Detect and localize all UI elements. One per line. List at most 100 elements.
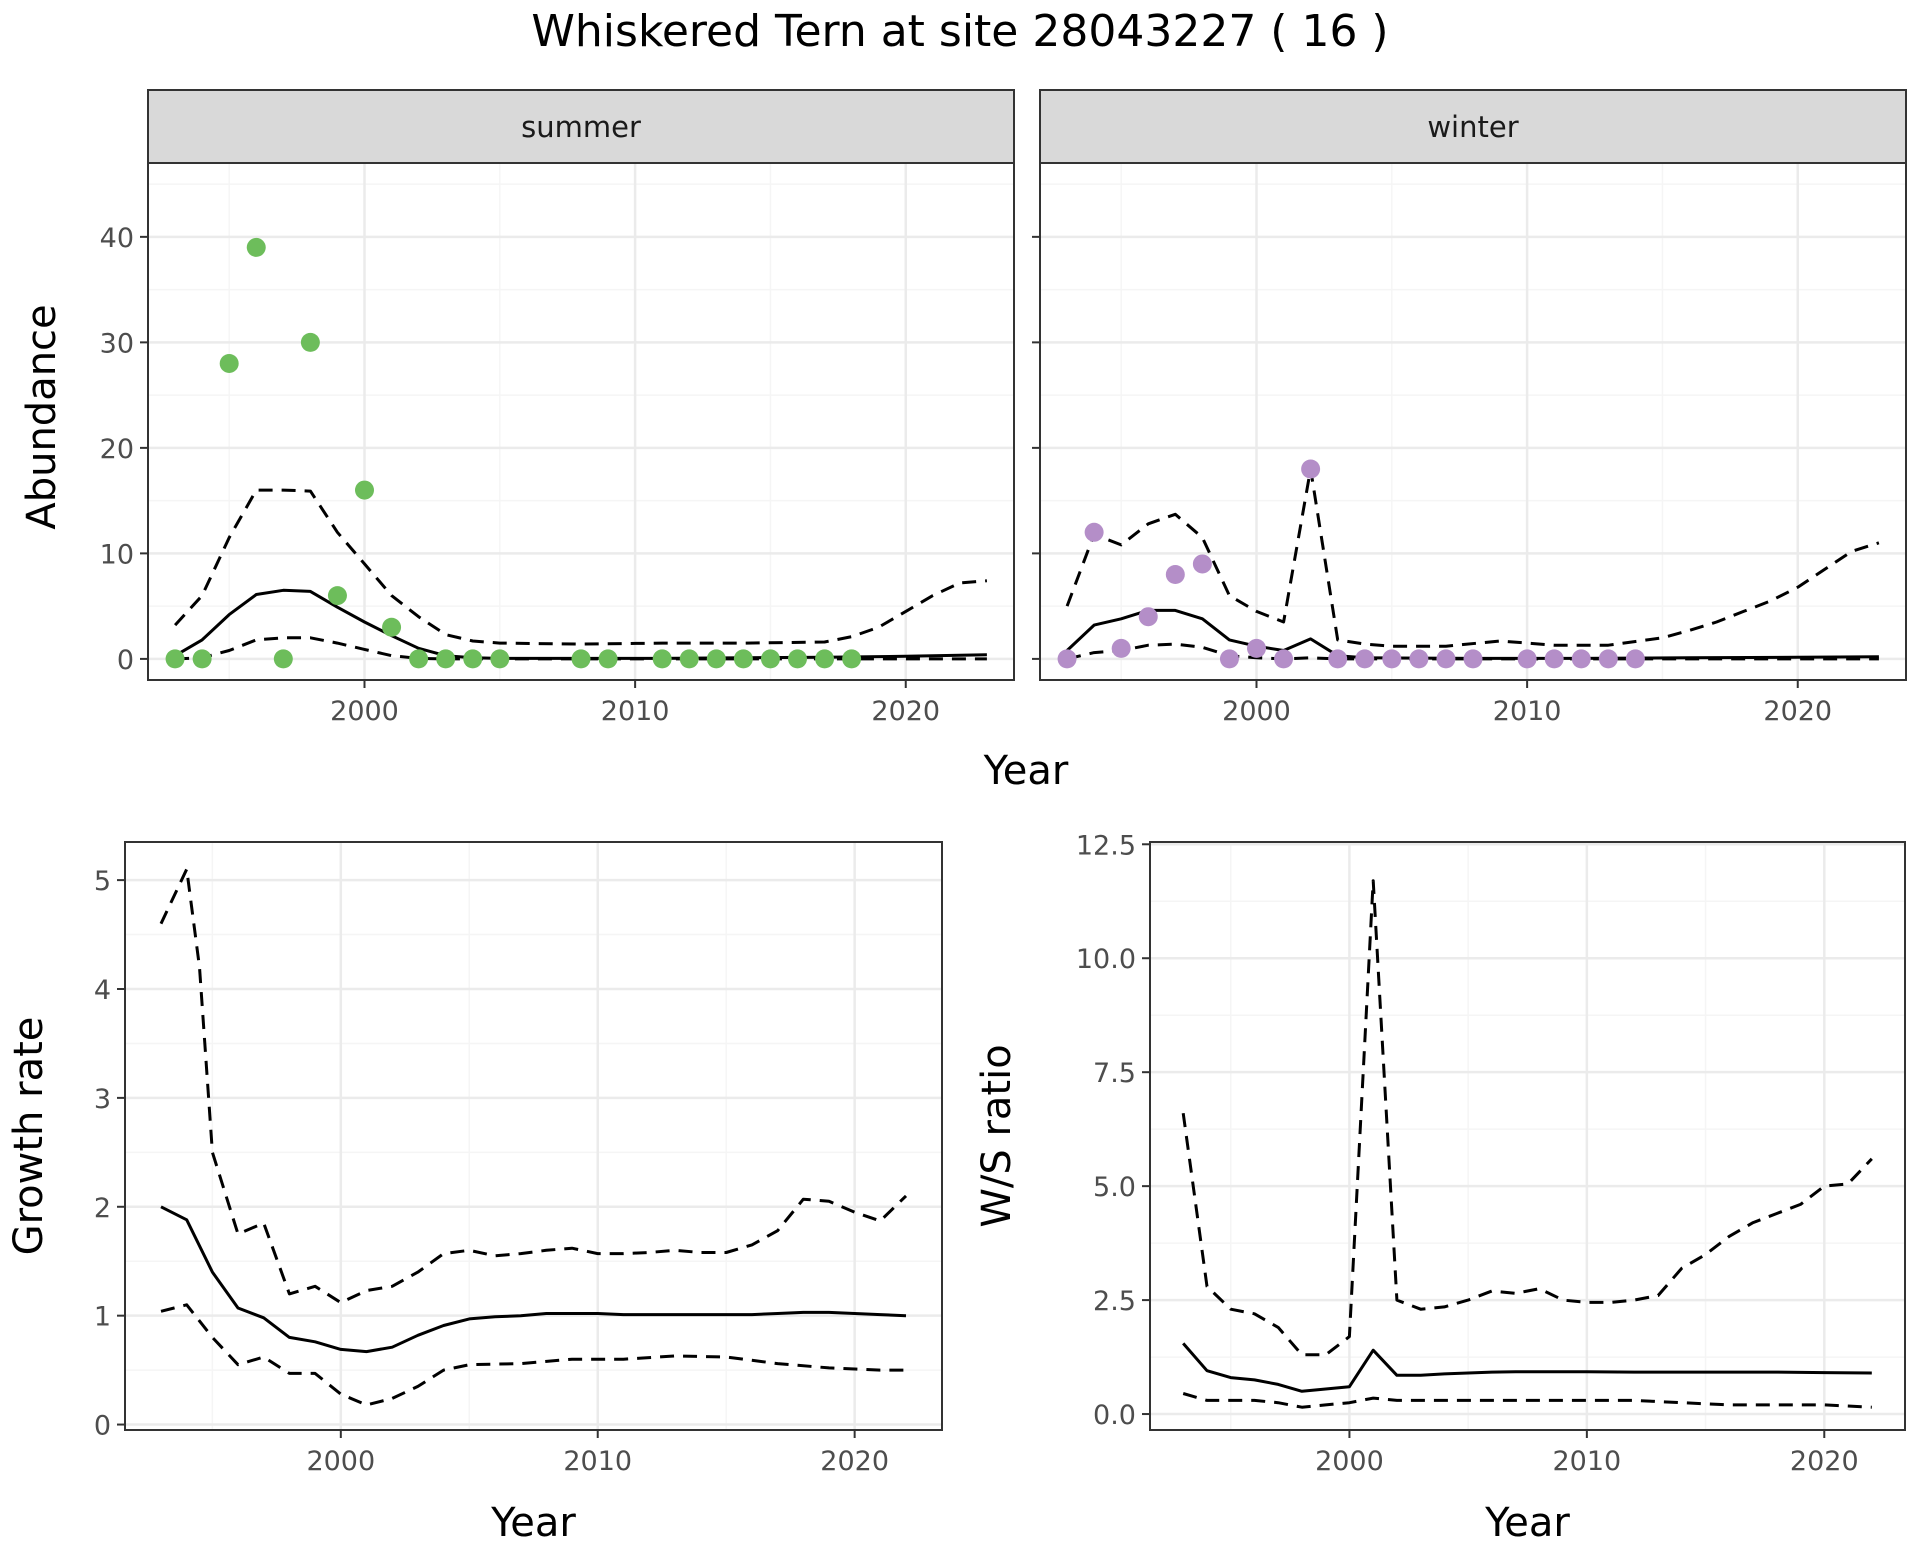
x-axis-title-top: Year [983,748,1069,794]
y-tick-label: 2 [94,1193,111,1224]
data-point [679,649,699,669]
ci-line [160,1303,906,1407]
y-tick-label: 0 [117,645,134,676]
data-point [1192,554,1212,574]
data-point [355,480,374,500]
data-point [1247,638,1266,658]
trend-line [160,1205,907,1354]
y-tick-label: 3 [94,1084,111,1115]
y-tick-label: 0 [94,1411,111,1442]
x-tick-label: 2000 [330,696,399,727]
data-point [1436,649,1456,669]
data-point [733,649,753,669]
x-tick-label: 2010 [1552,1446,1621,1477]
x-tick-label: 2020 [1763,696,1832,727]
data-point [1328,649,1348,669]
y-axis-title: W/S ratio [974,1044,1020,1227]
data-point [1111,638,1131,658]
y-tick-label: 10.0 [1076,944,1136,975]
ci-line [159,867,908,1305]
data-point [1544,649,1564,669]
facet-strip [147,89,1015,164]
data-point [1057,649,1077,669]
summer-panel: 2000 2010 2020 0 10 20 30 40 summer [100,89,1015,727]
ci-line [175,636,987,661]
data-point [1598,649,1618,669]
data-point [815,649,835,669]
x-tick-label: 2010 [1493,696,1562,727]
data-point [1301,459,1321,479]
y-axis-title: Growth rate [6,1017,52,1256]
y-tick-label: 5 [94,866,111,897]
y-tick-label: 10 [100,539,134,570]
ci-line [1182,1392,1872,1409]
x-tick-label: 2020 [1790,1446,1859,1477]
x-tick-label: 2020 [871,696,940,727]
panel-border [124,841,943,1431]
y-tick-label: 20 [100,434,134,465]
data-point [1165,564,1185,584]
data-point [1409,649,1429,669]
data-point [760,649,780,669]
trend-line [1182,1342,1872,1393]
y-tick-label: 7.5 [1093,1058,1136,1089]
y-tick-label: 0.0 [1093,1400,1136,1431]
data-point [1382,649,1402,669]
main-title: Whiskered Tern at site 28043227 ( 16 ) [531,6,1388,57]
data-point [1355,649,1375,669]
data-point [1274,649,1294,669]
facet-strip [1039,89,1907,164]
data-point [165,649,185,669]
x-tick-label: 2000 [306,1446,375,1477]
data-point [1219,649,1239,669]
x-tick-label: 2010 [601,696,670,727]
y-tick-label: 2.5 [1093,1286,1136,1317]
panel-border [1149,841,1906,1431]
data-point [300,332,320,352]
growth-rate-panel: 2000 2010 2020 0 1 2 3 4 5 Year Growth rate [6,841,943,1546]
x-tick-label: 2020 [820,1446,889,1477]
data-point [1463,649,1483,669]
x-tick-label: 2010 [563,1446,632,1477]
data-point [246,237,266,257]
panel-border [1039,162,1907,681]
data-point [273,649,293,669]
facet-strip-label: winter [1427,110,1518,144]
data-point [192,649,212,669]
data-point [842,649,862,669]
ci-line [1181,879,1873,1357]
trend-line [174,588,987,660]
data-point [652,649,672,669]
x-axis-title: Year [1484,1500,1570,1546]
ci-line [173,488,988,646]
data-point [1084,522,1104,542]
y-tick-label: 40 [100,223,134,254]
data-point [1571,649,1591,669]
data-point [463,649,483,669]
data-point [490,649,510,669]
data-point [1517,649,1537,669]
data-point [219,353,239,373]
panel-border [147,162,1015,681]
y-tick-label: 1 [94,1302,111,1333]
data-point [436,649,456,669]
data-point [1138,607,1158,627]
data-point [571,649,591,669]
data-point [382,617,402,637]
winter-panel: 2000 2010 2020 winter [1032,89,1907,727]
data-point [409,649,429,669]
y-tick-label: 5.0 [1093,1172,1136,1203]
y-axis-title-top: Abundance [19,304,65,529]
data-point [327,586,347,606]
x-axis-title: Year [490,1500,576,1546]
data-point [706,649,726,669]
y-tick-label: 4 [94,975,111,1006]
data-point [788,649,807,669]
x-tick-label: 2000 [1222,696,1291,727]
y-tick-label: 12.5 [1076,830,1136,861]
ci-line [1065,467,1880,648]
data-point [1625,649,1645,669]
ci-line [1066,642,1879,661]
facet-strip-label: summer [521,110,641,144]
